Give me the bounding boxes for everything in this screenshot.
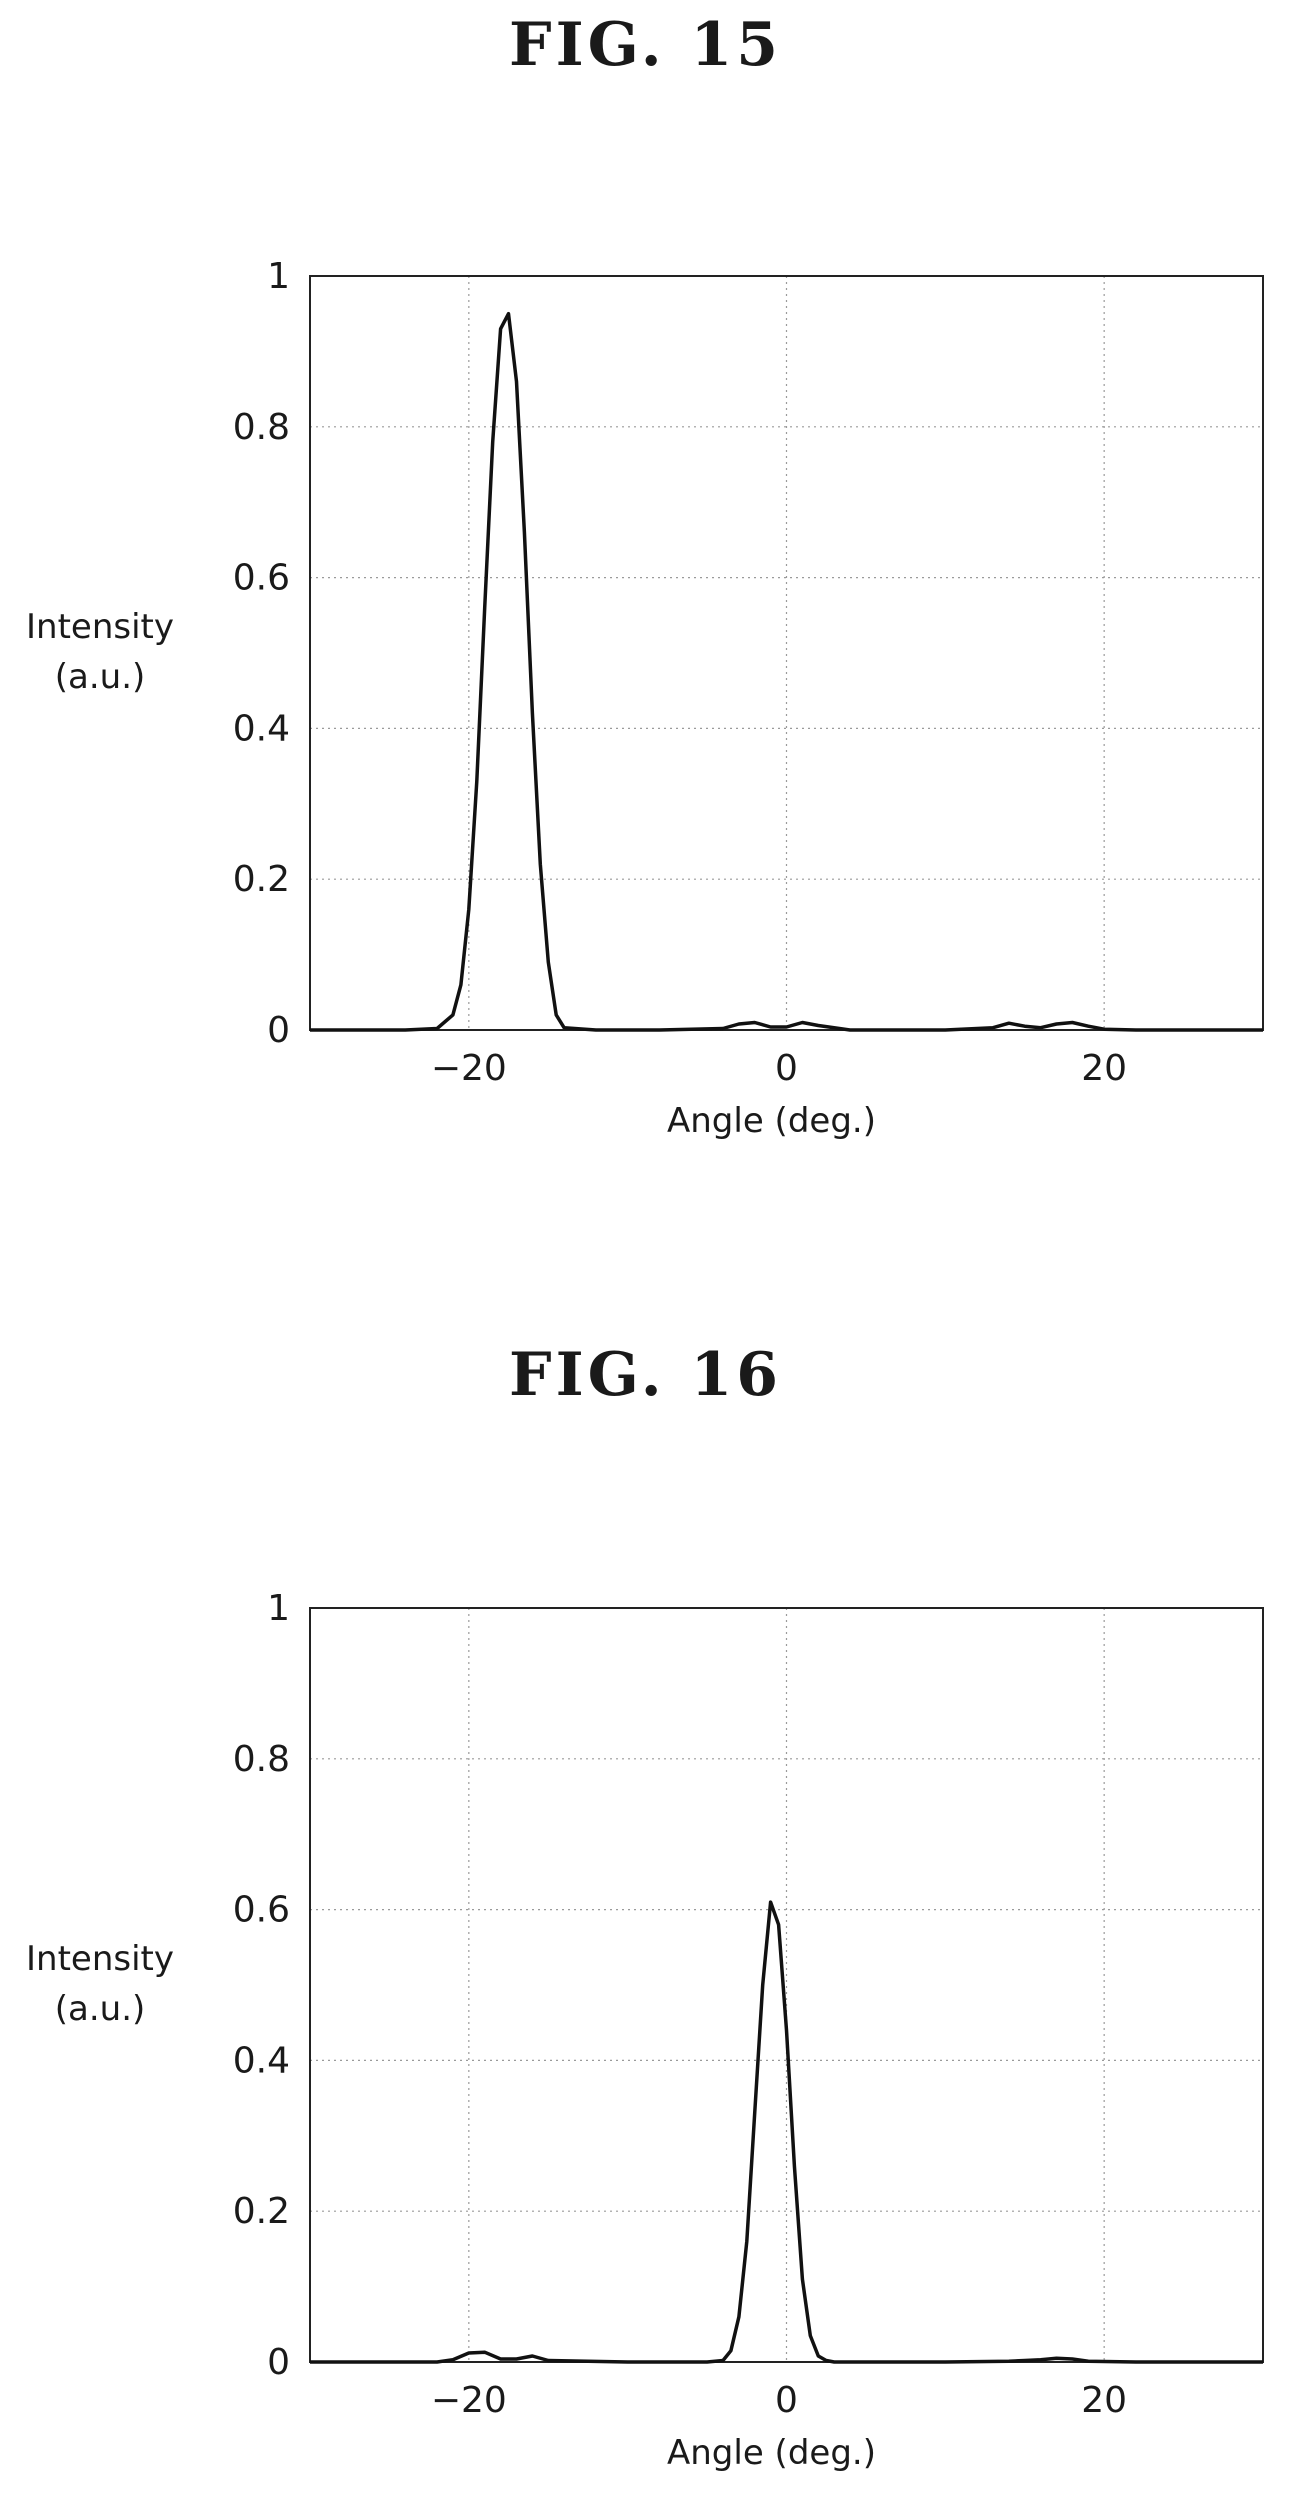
y-tick-label: 0.6 (233, 558, 290, 599)
x-tick-label: 20 (1081, 1048, 1127, 1089)
chart-fig15: 0 0.2 0.4 0.6 0.8 1 −20 0 20 Angle (deg.) Intensit… (26, 256, 1264, 1141)
y-tick-label: 0.8 (233, 1739, 290, 1780)
x-tick-label: 0 (775, 1048, 798, 1089)
y-tick-label: 0.2 (233, 2191, 290, 2232)
x-axis-label: Angle (deg.) (667, 2433, 876, 2473)
y-tick-label: 1 (267, 256, 290, 297)
y-tick-label: 1 (267, 1588, 290, 1629)
x-tick-label: −20 (431, 1048, 507, 1089)
y-axis-label: Intensity (26, 607, 174, 647)
y-tick-label: 0.4 (233, 708, 290, 749)
figure-16-title: FIG. 16 (508, 1340, 783, 1410)
y-axis-label: Intensity (26, 1939, 174, 1979)
y-tick-label: 0.6 (233, 1890, 290, 1931)
y-axis-label: (a.u.) (55, 657, 146, 697)
intensity-curve (310, 1900, 1263, 2364)
x-axis-label: Angle (deg.) (667, 1101, 876, 1141)
y-tick-label: 0 (267, 2342, 290, 2383)
x-tick-label: 0 (775, 2380, 798, 2421)
y-tick-label: 0.4 (233, 2040, 290, 2081)
plot-frame (309, 1607, 1264, 2363)
intensity-curve (310, 311, 1263, 1032)
y-tick-label: 0.2 (233, 859, 290, 900)
y-tick-label: 0.8 (233, 407, 290, 448)
figure-15-title: FIG. 15 (508, 10, 783, 80)
x-tick-label: 20 (1081, 2380, 1127, 2421)
plot-frame (309, 275, 1264, 1031)
y-axis-label: (a.u.) (55, 1989, 146, 2029)
chart-fig16: 0 0.2 0.4 0.6 0.8 1 −20 0 20 Angle (deg.) Intensit… (26, 1588, 1264, 2473)
x-tick-label: −20 (431, 2380, 507, 2421)
y-tick-label: 0 (267, 1010, 290, 1051)
